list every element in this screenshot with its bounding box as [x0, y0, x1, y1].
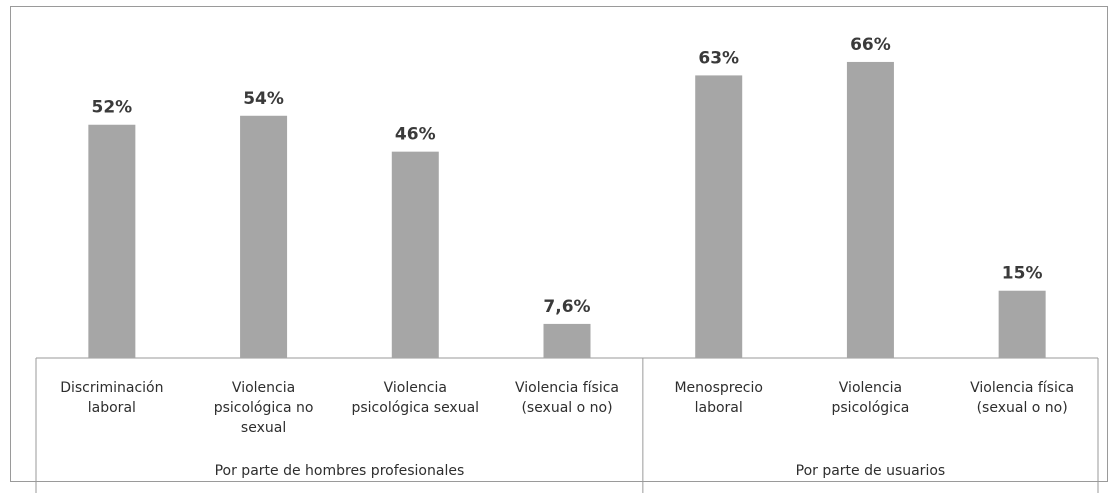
bar-4: [543, 323, 591, 358]
category-label-2: Violencia psicológica no sexual: [214, 380, 314, 436]
value-label-2: 54%: [243, 89, 284, 109]
category-label-7: Violencia física (sexual o no): [970, 380, 1074, 416]
category-label-6: Violencia psicológica: [832, 380, 910, 416]
bar-1: [88, 124, 136, 358]
bar-2: [240, 115, 288, 359]
chart-frame: [10, 6, 1108, 482]
value-label-1: 52%: [92, 98, 133, 118]
value-label-5: 63%: [698, 48, 739, 68]
value-label-6: 66%: [850, 35, 891, 55]
bar-5: [695, 75, 743, 359]
category-label-4: Violencia física (sexual o no): [515, 380, 619, 416]
group-label-2: Por parte de usuarios: [796, 463, 946, 479]
bar-6: [846, 61, 894, 358]
category-label-3: Violencia psicológica sexual: [351, 380, 479, 416]
group-label-1: Por parte de hombres profesionales: [215, 463, 465, 479]
value-label-4: 7,6%: [543, 297, 590, 317]
bar-3: [391, 151, 439, 358]
category-label-1: Discriminación laboral: [60, 380, 163, 416]
value-label-7: 15%: [1002, 264, 1043, 284]
category-label-5: Menosprecio laboral: [674, 380, 763, 416]
bar-7: [998, 290, 1046, 358]
value-label-3: 46%: [395, 125, 436, 145]
